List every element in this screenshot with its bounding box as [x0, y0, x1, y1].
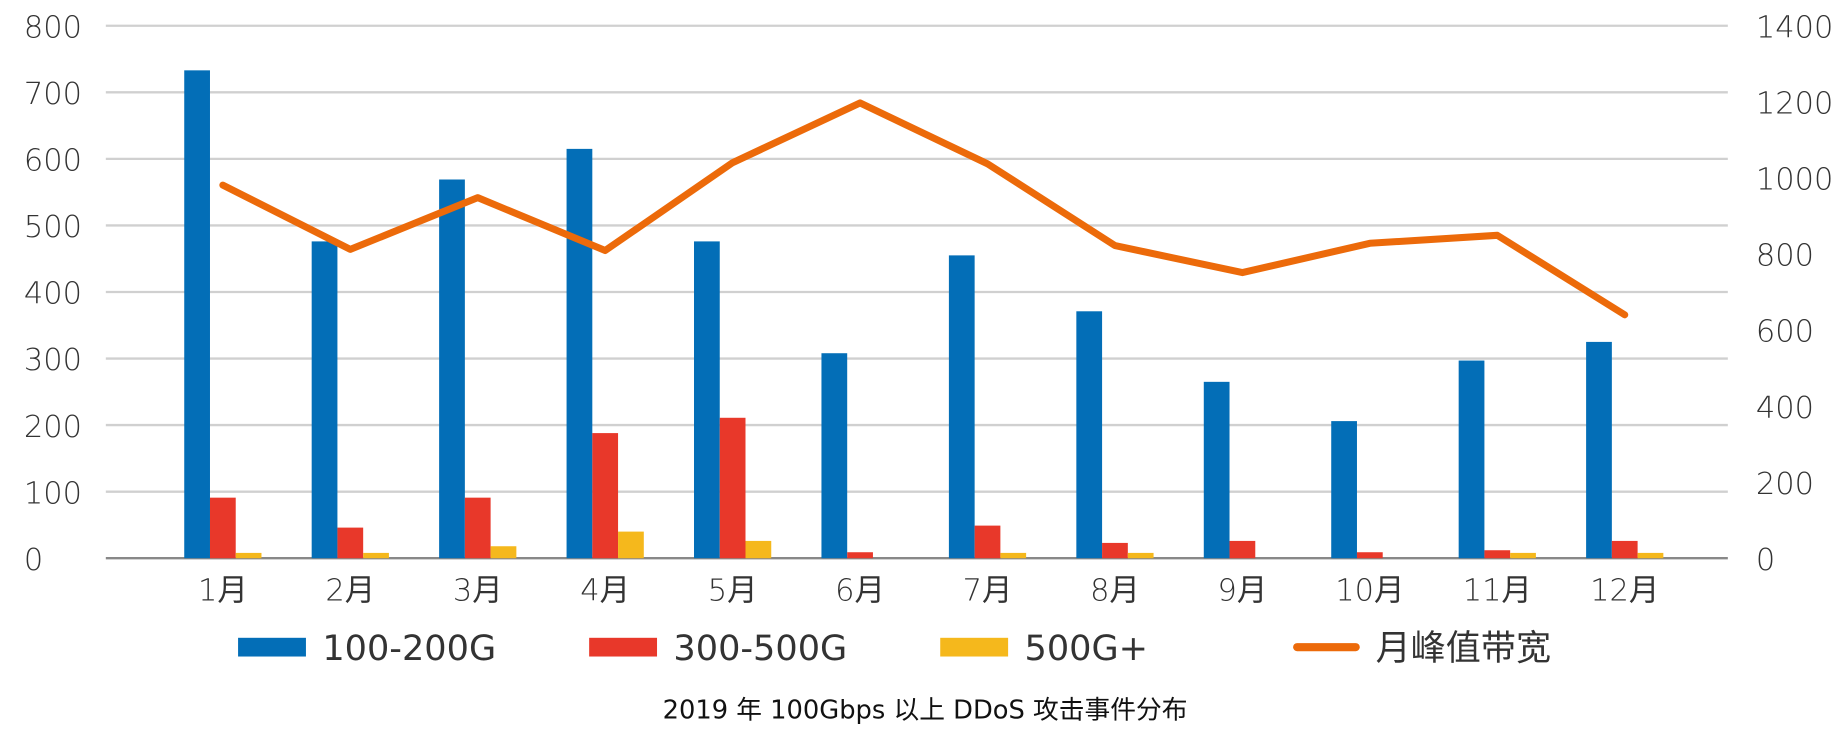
bar-500G+: [490, 546, 517, 559]
right-tick-label: 1400: [1756, 10, 1833, 45]
left-tick-label: 100: [24, 476, 82, 511]
bar-100-200G: [948, 255, 975, 559]
legend-label: 300-500G: [673, 628, 847, 669]
right-tick-label: 0: [1756, 543, 1775, 578]
bar-300-500G: [719, 417, 746, 559]
legend: 100-200G 300-500G 500G+ 月峰值带宽: [238, 628, 1551, 669]
legend-swatch: [940, 637, 1009, 657]
bar-100-200G: [311, 241, 338, 559]
right-tick-label: 800: [1756, 239, 1814, 274]
bar-500G+: [235, 552, 262, 559]
left-tick-label: 500: [24, 210, 82, 245]
right-tick-label: 400: [1756, 391, 1814, 426]
x-tick-label: 2月: [325, 573, 375, 608]
bar-100-200G: [821, 353, 848, 559]
bars: [184, 70, 1664, 559]
legend-label: 月峰值带宽: [1376, 628, 1551, 669]
bar-500G+: [1637, 552, 1664, 559]
x-tick-label: 7月: [963, 573, 1013, 608]
bar-100-200G: [184, 70, 210, 559]
bar-100-200G: [694, 241, 720, 559]
right-tick-label: 1200: [1756, 87, 1833, 122]
bar-100-200G: [566, 148, 593, 559]
chart-title: 2019 年 100Gbps 以上 DDoS 攻击事件分布: [663, 696, 1188, 726]
bar-500G+: [1127, 552, 1154, 559]
bar-100-200G: [439, 179, 465, 559]
left-tick-label: 300: [24, 343, 82, 378]
x-tick-label: 1月: [198, 573, 248, 608]
bar-500G+: [363, 552, 389, 559]
x-tick-label: 4月: [580, 573, 630, 608]
x-tick-label: 10月: [1335, 573, 1404, 608]
x-tick-label: 5月: [708, 573, 758, 608]
bar-500G+: [745, 540, 772, 559]
bar-100-200G: [1076, 311, 1103, 559]
right-tick-label: 600: [1756, 315, 1814, 350]
bar-300-500G: [592, 433, 619, 559]
left-tick-label: 200: [24, 410, 82, 445]
bar-300-500G: [1102, 542, 1128, 559]
x-tick-label: 3月: [453, 573, 503, 608]
bar-100-200G: [1458, 360, 1485, 559]
left-tick-label: 0: [24, 543, 43, 578]
left-tick-label: 400: [24, 277, 82, 312]
bar-300-500G: [337, 527, 364, 559]
bar-300-500G: [974, 525, 1001, 559]
legend-label: 100-200G: [322, 628, 496, 669]
left-tick-label: 600: [24, 144, 82, 179]
bar-300-500G: [847, 552, 873, 559]
bar-500G+: [1000, 552, 1027, 559]
legend-swatch: [589, 637, 658, 657]
gridlines: [105, 24, 1728, 560]
bar-300-500G: [464, 497, 491, 559]
bar-500G+: [1510, 552, 1536, 559]
bar-500G+: [618, 531, 644, 559]
x-tick-label: 11月: [1463, 573, 1532, 608]
bar-100-200G: [1586, 341, 1612, 559]
x-tick-label: 6月: [835, 573, 885, 608]
right-tick-label: 200: [1756, 467, 1814, 502]
right-tick-label: 1000: [1756, 163, 1833, 198]
left-tick-label: 700: [24, 77, 82, 112]
x-tick-label: 12月: [1590, 573, 1659, 608]
bar-300-500G: [209, 497, 236, 559]
x-tick-label: 9月: [1218, 573, 1268, 608]
bar-300-500G: [1229, 540, 1256, 559]
line-series: [219, 99, 1629, 319]
x-tick-label: 8月: [1090, 573, 1140, 608]
bar-300-500G: [1611, 540, 1638, 559]
legend-swatch: [238, 637, 306, 657]
tick-labels: 0 100 200 300 400 500 600 700 800 0 200 400 600 800 10…: [24, 10, 1833, 608]
bar-100-200G: [1203, 381, 1230, 559]
line-月峰值带宽: [219, 99, 1629, 319]
bar-100-200G: [1331, 421, 1357, 559]
bar-300-500G: [1356, 552, 1383, 559]
bar-300-500G: [1484, 550, 1511, 559]
legend-label: 500G+: [1024, 628, 1148, 669]
left-tick-label: 800: [24, 10, 82, 45]
